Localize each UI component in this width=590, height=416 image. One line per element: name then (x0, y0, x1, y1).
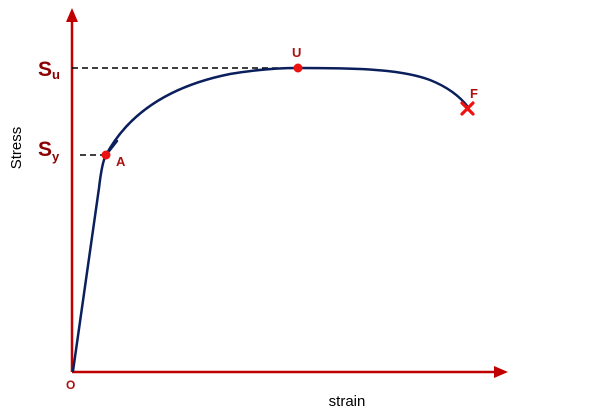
x-axis-arrowhead (494, 366, 508, 378)
x-axis-title: strain (329, 393, 366, 410)
origin-label: O (66, 378, 75, 392)
axes (66, 8, 508, 378)
ultimate-stress-symbol: S (38, 58, 52, 81)
y-axis-arrowhead (66, 8, 78, 22)
yield-point-marker (101, 150, 111, 160)
ultimate-point-label: U (292, 45, 301, 60)
yield-stress-label: Sy (38, 138, 60, 164)
yield-stress-symbol: S (38, 138, 52, 161)
fracture-point-label: F (470, 86, 478, 101)
stress-strain-curve (71, 66, 470, 373)
ultimate-point-marker (293, 63, 303, 73)
ultimate-stress-label: Su (38, 58, 60, 82)
yield-point-label: A (116, 154, 126, 169)
y-axis-title: Stress (8, 127, 25, 170)
yield-stress-subscript: y (52, 149, 60, 164)
fracture-point-marker (460, 101, 475, 116)
ultimate-stress-subscript: u (52, 67, 60, 82)
